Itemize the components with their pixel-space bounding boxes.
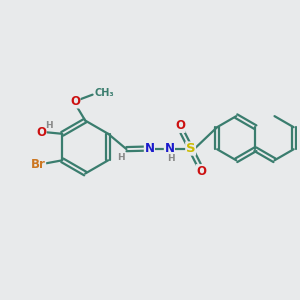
Text: O: O: [196, 165, 206, 178]
Text: O: O: [175, 119, 185, 132]
Text: O: O: [70, 95, 80, 108]
Text: H: H: [167, 154, 175, 163]
Text: S: S: [186, 142, 195, 155]
Text: H: H: [45, 122, 53, 130]
Text: O: O: [36, 126, 46, 139]
Text: N: N: [164, 142, 174, 155]
Text: N: N: [144, 142, 154, 155]
Text: H: H: [117, 153, 125, 162]
Text: CH₃: CH₃: [94, 88, 114, 98]
Text: Br: Br: [31, 158, 46, 171]
